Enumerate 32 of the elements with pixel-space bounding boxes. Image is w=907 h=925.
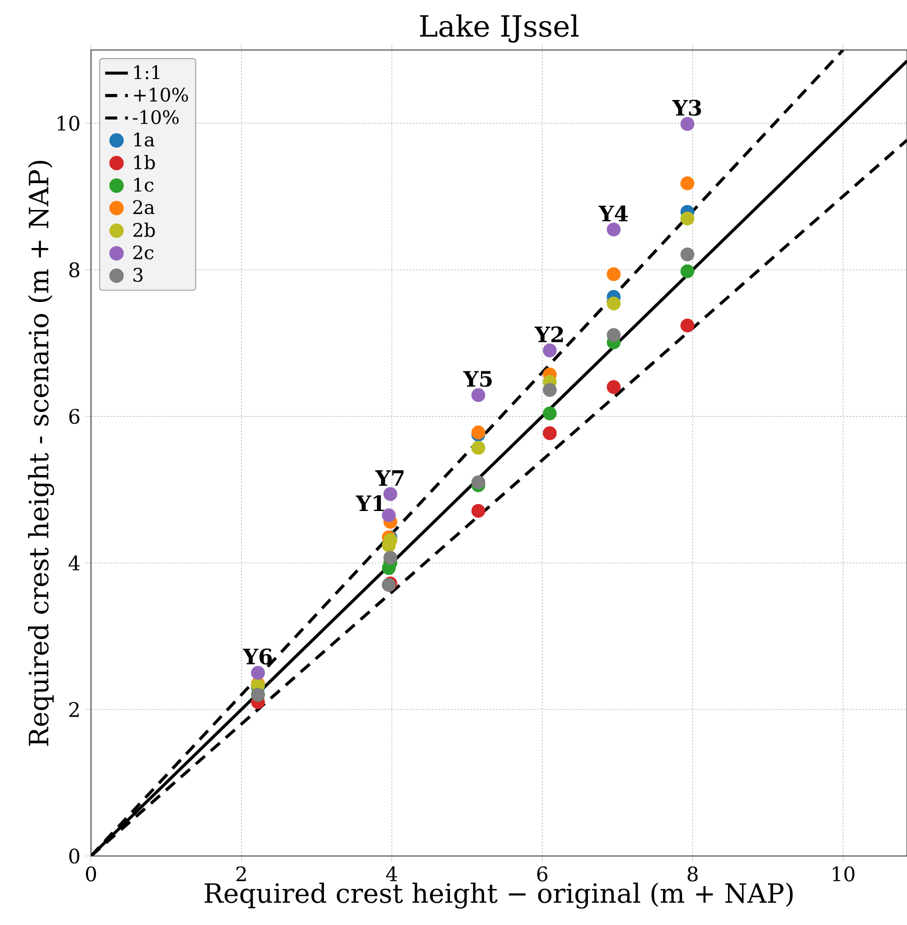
legend-label: -10% [132,110,179,124]
legend-label: 3 [133,268,143,282]
y-tick-label: 2 [69,702,79,717]
annotation: Y1 [356,495,384,512]
y-tick-label: 0 [69,848,80,864]
annotation: Y6 [242,648,272,665]
legend-label: 1a [134,132,154,147]
x-tick-label: 10 [832,866,854,882]
x-tick-label: 4 [386,866,398,882]
annotation: Y7 [375,470,404,486]
x-tick-label: 8 [688,866,698,882]
legend-label: 1:1 [134,65,160,80]
annotation: Y3 [672,100,702,116]
legend-label: 2c [133,245,154,260]
y-tick-label: 8 [69,262,80,278]
annotation: Y5 [463,371,492,387]
legend-label: 2b [133,222,155,238]
legend-label: 1c [134,178,154,192]
x-tick-label: 2 [236,866,246,882]
chart-title: Lake IJssel [420,14,579,43]
legend-label: 2a [133,200,154,214]
annotation: Y4 [598,206,628,222]
x-tick-label: 0 [86,866,96,882]
legend-label: +10% [134,88,188,102]
y-tick-label: 10 [58,116,80,131]
x-axis-title: Required crest height − original (m + NAP) [204,882,793,909]
annotation: Y2 [534,326,563,342]
legend-label: 1b [134,154,155,170]
x-tick-label: 6 [537,866,548,882]
y-axis-title: Required crest height - scenario (m + NAP) [28,160,54,746]
y-tick-label: 6 [69,408,80,424]
y-tick-label: 4 [68,556,80,570]
